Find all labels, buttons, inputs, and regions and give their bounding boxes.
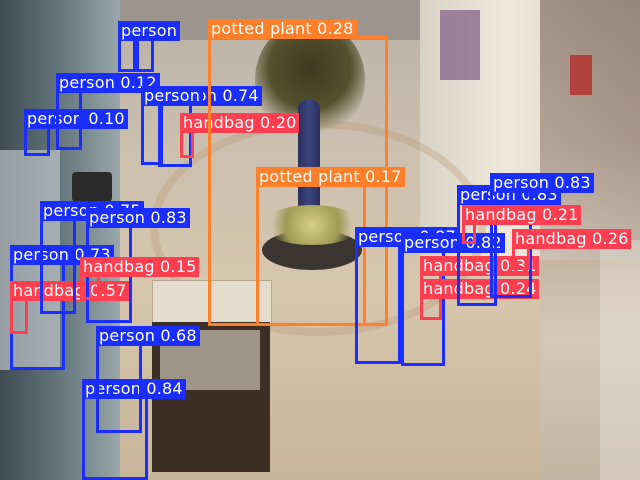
detection-label: person [141, 86, 204, 106]
detection-box: potted plant 0.17 [256, 167, 405, 326]
detection-box: handbag 0.21 [462, 205, 582, 244]
detection-box: person [141, 86, 204, 165]
detection-box: person [118, 21, 181, 72]
detection-label: person 0.10 [24, 109, 128, 129]
palm-trunk [298, 100, 320, 230]
purple-shop-sign [440, 10, 480, 80]
trash-bin [72, 172, 112, 202]
detection-box [136, 38, 154, 72]
detection-label: person 0.82 [401, 233, 505, 253]
planter-flowers [262, 205, 362, 245]
kiosk-counter [152, 280, 272, 327]
detection-box: person 0.68 [96, 326, 200, 433]
detection-box: handbag 0.20 [180, 113, 300, 158]
red-store-sign [570, 55, 592, 95]
detection-label: person [118, 21, 181, 41]
detection-box: handbag 0.15 [80, 257, 200, 300]
detection-label: potted plant 0.28 [208, 19, 357, 39]
detection-label: person 0.84 [82, 379, 186, 399]
detection-label: handbag 0.21 [462, 205, 582, 225]
detection-box: handbag 0.31 [420, 256, 540, 299]
detection-label: person 0.83 [490, 173, 594, 193]
detection-box: person 0.10 [24, 109, 128, 156]
detection-box: person 0.87 [355, 227, 459, 364]
detection-label: handbag 0.31 [420, 256, 540, 276]
detection-box: handbag 0.26 [512, 229, 632, 270]
detection-label: potted plant 0.17 [256, 167, 405, 187]
detection-box: person 0.83 [490, 173, 594, 298]
detection-label: handbag 0.24 [420, 279, 540, 299]
detection-box: person 0.75 [40, 201, 144, 314]
railing [600, 240, 640, 480]
detection-box: handbag 0.24 [420, 279, 540, 320]
detection-box: person 0.84 [82, 379, 186, 480]
detection-label: handbag 0.15 [80, 257, 200, 277]
detection-label: person 0.12 [56, 73, 160, 93]
detection-box: handbag 0.57 [10, 281, 130, 334]
detection-box: person 0.12 [56, 73, 160, 150]
detection-label: handbag 0.26 [512, 229, 632, 249]
detection-box: person 0.82 [401, 233, 505, 366]
detection-label: person 0.68 [96, 326, 200, 346]
detection-label: person 0.83 [86, 208, 190, 228]
